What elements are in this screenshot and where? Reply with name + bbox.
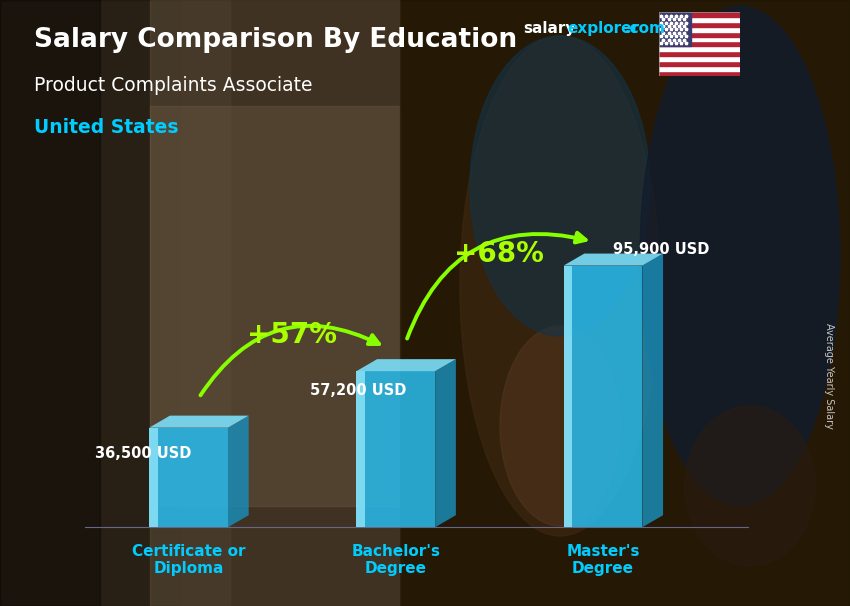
Polygon shape <box>564 253 663 265</box>
Bar <box>659 27 740 32</box>
Bar <box>0 0 230 606</box>
Bar <box>659 61 740 66</box>
Polygon shape <box>564 265 643 527</box>
Polygon shape <box>150 416 249 428</box>
Bar <box>659 47 740 52</box>
Text: Average Yearly Salary: Average Yearly Salary <box>824 323 834 428</box>
Text: salary: salary <box>523 21 575 36</box>
Polygon shape <box>356 371 435 527</box>
Bar <box>659 12 740 17</box>
Text: 57,200 USD: 57,200 USD <box>310 383 406 398</box>
Text: .com: .com <box>625 21 666 36</box>
Bar <box>659 41 740 47</box>
Polygon shape <box>435 359 456 527</box>
Text: +57%: +57% <box>247 321 337 348</box>
Text: 95,900 USD: 95,900 USD <box>613 242 709 256</box>
Ellipse shape <box>640 6 840 506</box>
Bar <box>659 32 740 36</box>
Text: explorer: explorer <box>568 21 640 36</box>
Bar <box>150 0 400 606</box>
Polygon shape <box>643 253 663 527</box>
Polygon shape <box>564 265 572 527</box>
Text: Product Complaints Associate: Product Complaints Associate <box>34 76 313 95</box>
Bar <box>659 17 740 22</box>
Bar <box>150 106 400 506</box>
Bar <box>400 0 850 606</box>
Ellipse shape <box>500 326 620 526</box>
Polygon shape <box>356 359 456 371</box>
Bar <box>659 66 740 71</box>
Text: +68%: +68% <box>455 240 544 268</box>
Polygon shape <box>150 428 228 527</box>
Text: Salary Comparison By Education: Salary Comparison By Education <box>34 27 517 53</box>
Bar <box>0 0 100 606</box>
Ellipse shape <box>685 406 815 566</box>
Bar <box>659 52 740 56</box>
Ellipse shape <box>470 36 650 336</box>
Text: United States: United States <box>34 118 178 137</box>
Polygon shape <box>228 416 249 527</box>
Bar <box>659 36 740 41</box>
Bar <box>0 0 180 606</box>
Bar <box>659 22 740 27</box>
Text: 36,500 USD: 36,500 USD <box>95 445 191 461</box>
Bar <box>659 56 740 61</box>
Polygon shape <box>356 371 365 527</box>
Bar <box>659 71 740 76</box>
Ellipse shape <box>460 36 660 536</box>
Polygon shape <box>150 428 157 527</box>
Bar <box>659 12 691 47</box>
